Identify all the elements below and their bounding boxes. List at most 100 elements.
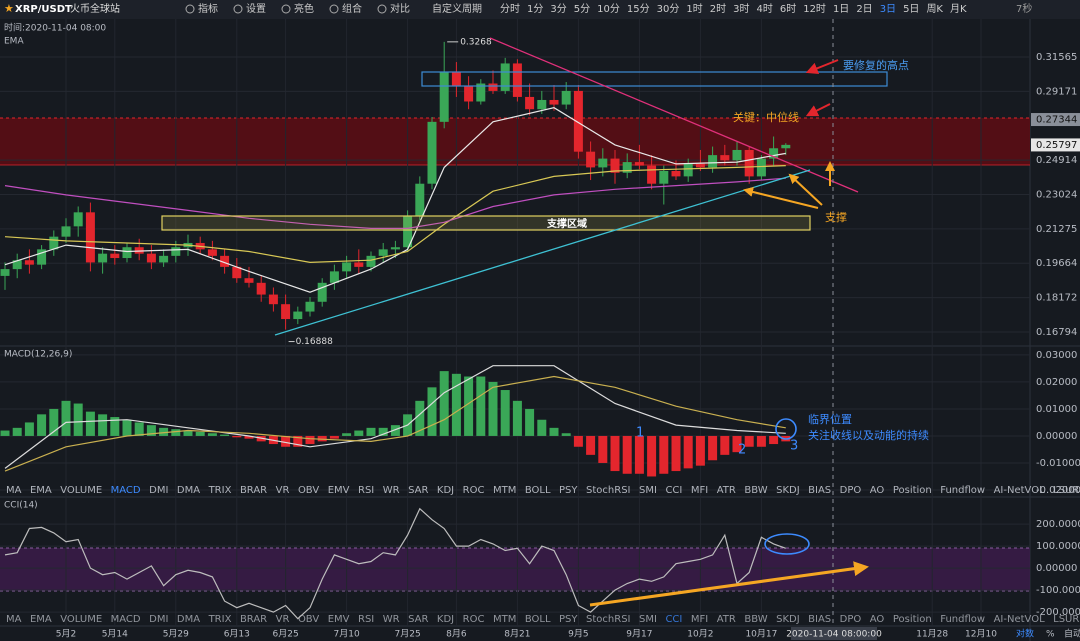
toolbar-item[interactable]: 设置 <box>246 3 266 15</box>
period[interactable]: 4时 <box>756 3 772 15</box>
indicator-tab[interactable]: BRAR <box>240 614 267 625</box>
symbol: XRP/USDT <box>15 4 72 15</box>
indicator-tab[interactable]: AO <box>870 614 885 625</box>
indicator-tab[interactable]: RSI <box>358 614 374 625</box>
indicator-tab[interactable]: PSY <box>559 485 578 496</box>
indicator-tab[interactable]: DMI <box>149 485 168 496</box>
period[interactable]: 2日 <box>856 4 872 15</box>
indicator-tab[interactable]: BOLL <box>525 614 551 625</box>
indicator-tab[interactable]: MFI <box>691 614 708 625</box>
toolbar-item[interactable]: 对比 <box>390 2 410 15</box>
indicator-tab[interactable]: BIAS <box>808 485 831 496</box>
indicator-tab[interactable]: KDJ <box>437 614 454 625</box>
period[interactable]: 12时 <box>803 3 826 15</box>
indicator-tab[interactable]: SMI <box>639 614 657 625</box>
indicator-tab[interactable]: EMV <box>328 485 350 496</box>
indicator-tab[interactable]: BIAS <box>808 614 831 625</box>
indicator-tab[interactable]: EMA <box>30 485 52 496</box>
indicator-tab[interactable]: TRIX <box>208 485 232 496</box>
candle-body <box>73 212 83 227</box>
indicator-tab[interactable]: SAR <box>408 485 428 496</box>
indicator-tab[interactable]: RSI <box>358 485 374 496</box>
period[interactable]: 10分 <box>597 3 620 15</box>
indicator-tab[interactable]: MA <box>6 485 22 496</box>
indicator-tab[interactable]: MTM <box>493 614 516 625</box>
indicator-tab[interactable]: Fundflow <box>940 485 985 496</box>
indicator-tab[interactable]: Fundflow <box>940 614 985 625</box>
percent-toggle[interactable]: % <box>1046 630 1055 640</box>
indicator-tab[interactable]: SMI <box>639 485 657 496</box>
indicator-tab[interactable]: BBW <box>744 485 767 496</box>
indicator-tab[interactable]: VOLUME <box>60 485 102 496</box>
indicator-tab[interactable]: OBV <box>298 614 319 625</box>
indicator-tab[interactable]: SKDJ <box>776 614 800 625</box>
indicator-tab[interactable]: BOLL <box>525 485 551 496</box>
period[interactable]: 1分 <box>527 3 543 15</box>
period[interactable]: 5日 <box>903 4 919 15</box>
indicator-tab[interactable]: ROC <box>463 614 485 625</box>
indicator-tab[interactable]: DMA <box>177 485 200 496</box>
period[interactable]: 1时 <box>686 3 702 15</box>
period[interactable]: 15分 <box>627 3 650 15</box>
indicator-tab[interactable]: PSY <box>559 614 578 625</box>
indicator-tab[interactable]: VR <box>276 614 290 625</box>
indicator-tab[interactable]: StochRSI <box>586 614 630 625</box>
indicator-tab[interactable]: DPO <box>840 614 862 625</box>
log-toggle[interactable]: 对数 <box>1016 628 1034 640</box>
period[interactable]: 3分 <box>550 3 566 15</box>
indicator-tab[interactable]: MFI <box>691 485 708 496</box>
indicator-tab[interactable]: ATR <box>717 614 736 625</box>
indicator-tab[interactable]: Position <box>893 485 932 496</box>
toolbar-item[interactable]: 指标 <box>198 2 218 15</box>
indicator-tab[interactable]: WR <box>383 485 400 496</box>
candle-body <box>537 99 547 110</box>
period[interactable]: 分时 <box>500 3 520 15</box>
indicator-tab[interactable]: WR <box>383 614 400 625</box>
indicator-tab[interactable]: EMV <box>328 614 350 625</box>
indicator-tab[interactable]: DPO <box>840 485 862 496</box>
indicator-tab[interactable]: MTM <box>493 485 516 496</box>
indicator-tab[interactable]: MACD <box>111 614 141 625</box>
candle-body <box>366 255 376 267</box>
candle-body <box>561 90 571 105</box>
indicator-tab[interactable]: BRAR <box>240 485 267 496</box>
indicator-tab[interactable]: AI-NetVOL <box>994 485 1045 496</box>
period[interactable]: 1日 <box>833 4 849 15</box>
period[interactable]: 3日 <box>880 4 896 15</box>
toolbar-item[interactable]: 组合 <box>342 2 362 15</box>
period[interactable]: 3时 <box>733 3 749 15</box>
indicator-tab[interactable]: LSUR <box>1053 485 1079 496</box>
period[interactable]: 周K <box>926 3 943 15</box>
indicator-tab[interactable]: LSUR <box>1053 614 1079 625</box>
indicator-tab[interactable]: AO <box>870 485 885 496</box>
indicator-tab[interactable]: EMA <box>30 614 52 625</box>
indicator-tab[interactable]: SAR <box>408 614 428 625</box>
indicator-tab[interactable]: BBW <box>744 614 767 625</box>
indicator-tab[interactable]: VR <box>276 485 290 496</box>
period[interactable]: 月K <box>950 3 967 15</box>
indicator-tab[interactable]: MACD <box>111 485 141 496</box>
indicator-tab[interactable]: VOLUME <box>60 614 102 625</box>
indicator-tab[interactable]: OBV <box>298 485 319 496</box>
indicator-tab[interactable]: ROC <box>463 485 485 496</box>
auto-toggle[interactable]: 自动 <box>1064 628 1080 640</box>
arrow <box>589 561 869 607</box>
indicator-tab[interactable]: DMA <box>177 614 200 625</box>
indicator-tab[interactable]: KDJ <box>437 485 454 496</box>
period[interactable]: 2时 <box>710 3 726 15</box>
indicator-tab[interactable]: AI-NetVOL <box>994 614 1045 625</box>
period[interactable]: 30分 <box>657 3 680 15</box>
indicator-tab[interactable]: ATR <box>717 485 736 496</box>
indicator-tab[interactable]: MA <box>6 614 22 625</box>
indicator-tab[interactable]: SKDJ <box>776 485 800 496</box>
indicator-tab[interactable]: Position <box>893 614 932 625</box>
indicator-tab[interactable]: CCI <box>665 614 682 625</box>
toolbar-item[interactable]: 亮色 <box>294 2 314 15</box>
period[interactable]: 自定义周期 <box>432 2 482 15</box>
indicator-tab[interactable]: TRIX <box>208 614 232 625</box>
indicator-tab[interactable]: DMI <box>149 614 168 625</box>
period[interactable]: 5分 <box>574 3 590 15</box>
indicator-tab[interactable]: StochRSI <box>586 485 630 496</box>
indicator-tab[interactable]: CCI <box>665 485 682 496</box>
period[interactable]: 6时 <box>780 3 796 15</box>
